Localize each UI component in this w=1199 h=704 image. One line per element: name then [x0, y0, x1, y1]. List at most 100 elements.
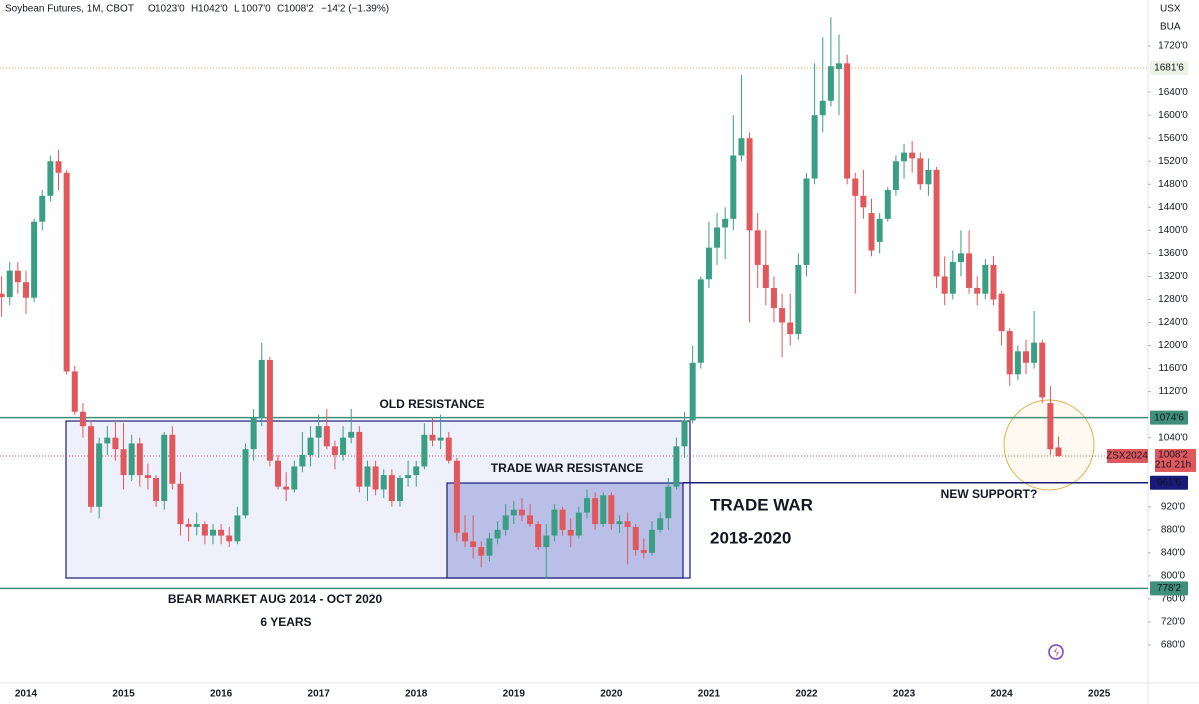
- y-tick-label: 1120'0: [1159, 386, 1188, 397]
- candle-body: [762, 264, 769, 288]
- ohlc-value: 1008'2: [284, 4, 314, 15]
- candle-body: [941, 276, 948, 294]
- candle-body: [177, 483, 184, 525]
- candle-body: [104, 437, 111, 444]
- candle-body: [348, 431, 355, 438]
- candle-body: [169, 434, 176, 484]
- candle-body: [153, 477, 160, 502]
- candle-body: [510, 509, 517, 516]
- y-tick-label: 1160'0: [1159, 363, 1188, 374]
- y-tick-label: 1720'0: [1158, 41, 1188, 52]
- candle-body: [819, 100, 826, 116]
- legend: Soybean Futures, 1M, CBOT O 1023'0 H 1042'0…: [5, 4, 389, 15]
- candle-body: [527, 515, 534, 525]
- candle-body: [405, 475, 412, 478]
- candle-body: [144, 475, 151, 478]
- candle-body: [632, 526, 639, 550]
- candle-body: [592, 498, 599, 525]
- candle-body: [250, 417, 257, 450]
- price-label-box: [1150, 61, 1188, 76]
- y-tick-label: 880'0: [1161, 524, 1186, 535]
- y-tick-label: 920'0: [1161, 501, 1186, 512]
- candle-body: [868, 213, 875, 251]
- annotation: TRADE WAR: [710, 495, 813, 514]
- candle-body: [201, 524, 208, 536]
- ohlc-key: L: [234, 4, 240, 15]
- candle-body: [966, 253, 973, 288]
- price-label-box: [1150, 410, 1188, 425]
- x-tick-label: 2016: [210, 689, 233, 700]
- x-tick-label: 2025: [1088, 689, 1111, 700]
- candle-body: [1006, 331, 1013, 375]
- x-tick-label: 2018: [405, 689, 428, 700]
- logo: [1048, 644, 1064, 660]
- annotation: OLD RESISTANCE: [379, 397, 484, 411]
- candle-body: [1047, 403, 1054, 450]
- symbol-box: [1107, 448, 1148, 463]
- candle-body: [1055, 447, 1062, 456]
- candle-body: [649, 529, 656, 553]
- annotation: NEW SUPPORT?: [941, 487, 1038, 501]
- x-tick-label: 2020: [600, 689, 623, 700]
- candle-body: [258, 359, 265, 418]
- candle-body: [836, 63, 842, 70]
- annotation: 6 YEARS: [260, 615, 311, 629]
- candle-body: [421, 434, 428, 467]
- x-tick-label: 2014: [15, 689, 38, 700]
- candle-body: [925, 169, 932, 185]
- candle-body: [827, 66, 834, 101]
- x-tick-label: 2019: [503, 689, 526, 700]
- candle-body: [876, 218, 883, 242]
- candle-body: [583, 498, 590, 513]
- candle-body: [901, 152, 908, 162]
- candle-body: [982, 264, 989, 294]
- candle-body: [63, 172, 70, 372]
- candle-body: [161, 434, 168, 502]
- candle-body: [917, 158, 924, 185]
- price-label-box: [1150, 475, 1188, 490]
- candle-body: [518, 509, 525, 516]
- candle-body: [502, 515, 509, 530]
- candle-body: [998, 293, 1005, 332]
- candle-body: [266, 359, 273, 461]
- candle-body: [730, 155, 737, 219]
- candle-body: [1022, 351, 1029, 363]
- candle-body: [331, 446, 338, 455]
- candle-body: [14, 270, 21, 283]
- price-label: 1681'6: [1154, 63, 1184, 74]
- candle-body: [429, 434, 436, 441]
- candle-body: [949, 262, 956, 294]
- y-tick-label: 1200'0: [1158, 340, 1188, 351]
- y-tick-label: 1400'0: [1158, 225, 1188, 236]
- candle-body: [803, 178, 810, 265]
- candle-body: [957, 253, 964, 263]
- candle-body: [673, 446, 680, 487]
- candle-body: [754, 230, 761, 265]
- candle-body: [71, 371, 78, 412]
- annotation: BEAR MARKET AUG 2014 - OCT 2020: [168, 592, 383, 606]
- candle-body: [226, 535, 233, 542]
- candle-body: [120, 449, 127, 476]
- candle-body: [770, 287, 777, 309]
- mode: BUA: [1160, 22, 1181, 33]
- ohlc-key: C: [277, 4, 284, 15]
- candle-body: [462, 532, 469, 542]
- candle-body: [275, 460, 282, 487]
- candle-body: [665, 486, 672, 519]
- candle-body: [705, 247, 712, 280]
- candle-body: [388, 475, 395, 502]
- candle-body: [551, 509, 558, 536]
- candle-body: [884, 190, 891, 219]
- candle-body: [307, 437, 314, 455]
- candle-body: [470, 541, 477, 548]
- price-label: 961'6: [1157, 477, 1182, 488]
- change: −14'2 (−1.39%): [321, 4, 389, 15]
- y-tick-label: 1360'0: [1158, 248, 1188, 259]
- candle-body: [795, 264, 802, 335]
- candle-body: [811, 115, 818, 179]
- y-tick-label: 1520'0: [1158, 156, 1188, 167]
- x-tick-label: 2023: [893, 689, 916, 700]
- candle-body: [88, 426, 95, 507]
- candle-body: [356, 431, 363, 487]
